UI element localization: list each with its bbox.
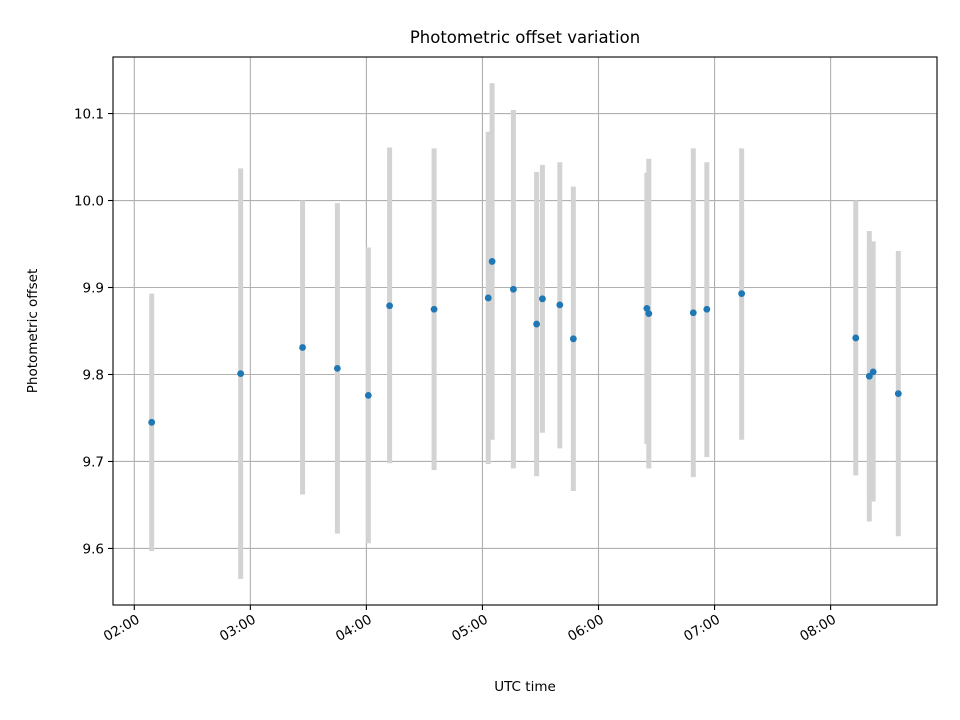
data-point bbox=[299, 344, 306, 351]
data-point bbox=[237, 370, 245, 378]
y-tick-label: 9.6 bbox=[83, 541, 104, 557]
data-point bbox=[703, 305, 711, 313]
data-point bbox=[430, 305, 438, 313]
data-point bbox=[643, 304, 651, 312]
data-point bbox=[569, 335, 577, 343]
data-point bbox=[556, 301, 564, 309]
data-point bbox=[865, 372, 873, 380]
data-point bbox=[333, 365, 341, 372]
x-axis-label: UTC time bbox=[494, 679, 556, 695]
y-tick-label: 10.1 bbox=[74, 107, 104, 123]
data-point bbox=[869, 368, 877, 376]
data-point bbox=[738, 290, 746, 297]
data-point bbox=[364, 391, 372, 399]
data-points bbox=[148, 258, 902, 426]
data-point bbox=[852, 334, 860, 342]
data-point bbox=[509, 285, 517, 293]
plot-frame bbox=[112, 56, 938, 606]
data-point bbox=[148, 418, 156, 426]
grid-lines bbox=[113, 57, 937, 605]
y-tick-label: 9.8 bbox=[83, 367, 104, 383]
data-point bbox=[539, 295, 546, 303]
data-point bbox=[689, 309, 697, 317]
data-point bbox=[645, 310, 653, 318]
data-point bbox=[533, 320, 541, 328]
chart-title: Photometric offset variation bbox=[410, 28, 640, 47]
data-point bbox=[894, 390, 902, 398]
y-tick-label: 9.9 bbox=[83, 281, 104, 297]
y-tick-label: 9.7 bbox=[83, 454, 104, 470]
y-tick-label: 10.0 bbox=[74, 194, 104, 210]
y-axis-label: Photometric offset bbox=[25, 269, 41, 393]
data-point bbox=[488, 258, 496, 265]
data-point bbox=[386, 302, 394, 310]
data-point bbox=[484, 294, 492, 302]
